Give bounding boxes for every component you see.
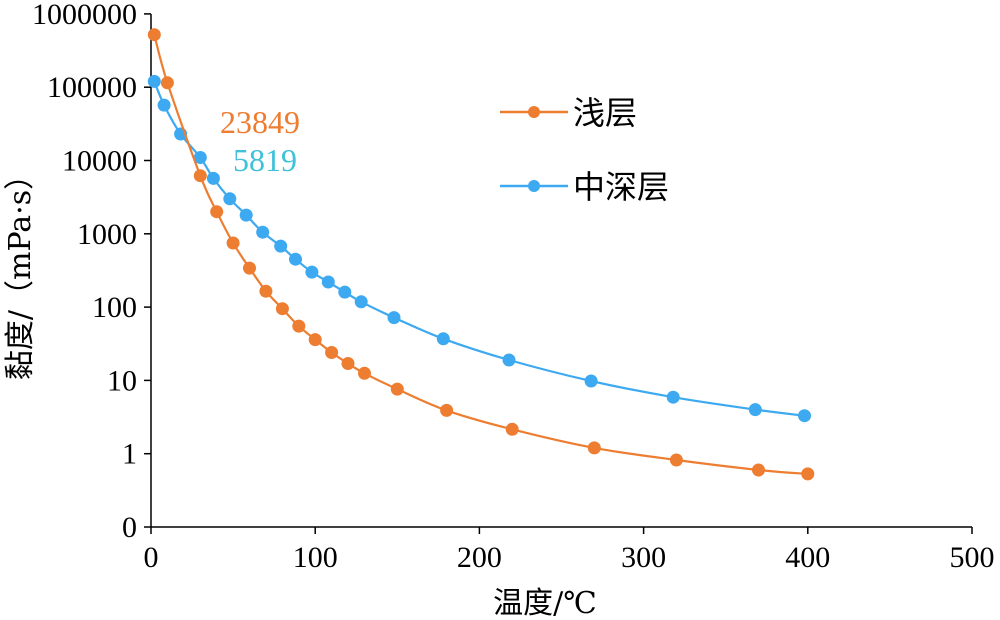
y-tick-labels: 0 1 10 100 1000 10000 100000 1000000 [32,0,137,544]
y-tick-label: 1 [122,438,137,471]
x-tick-label: 300 [621,541,666,574]
data-point-shallow [669,453,683,467]
legend-marker-shallow [528,106,540,118]
y-tick-label: 1000000 [32,0,137,31]
data-point-shallow [325,346,339,359]
x-tick-labels: 0 100 200 300 400 500 [144,541,995,574]
x-tick-label: 500 [950,541,995,574]
x-tick-label: 400 [785,541,830,574]
data-point-deep [798,409,811,423]
legend: 浅层 中深层 [500,94,669,206]
annotation-shallow-value: 23849 [220,104,300,140]
y-axis-title: 黏度/（mPa·s） [3,160,38,380]
x-tick-label: 0 [144,541,159,574]
data-point-deep [584,374,598,388]
data-point-shallow [275,302,289,316]
annotation-deep-value: 5819 [233,142,297,178]
y-tick-label: 0 [122,511,137,544]
data-point-deep [748,403,762,417]
data-point-deep [239,208,253,222]
data-point-shallow [243,261,256,275]
data-point-deep [666,390,680,404]
data-point-shallow [752,463,765,477]
data-point-deep [387,311,401,325]
data-point-shallow [358,366,371,380]
series-layer [147,28,815,481]
data-point-deep [274,239,288,253]
y-tick-label: 10000 [62,145,137,178]
data-point-shallow [210,205,224,219]
axes [144,13,973,534]
data-point-shallow [801,467,815,481]
legend-item-deep: 中深层 [500,168,669,206]
data-point-shallow [160,76,174,90]
data-point-deep [147,74,161,88]
y-tick-label: 1000 [77,218,137,251]
data-point-deep [206,171,220,185]
data-point-deep [338,285,352,299]
data-point-shallow [147,28,161,42]
data-point-deep [256,225,270,239]
data-point-shallow [308,333,322,347]
data-point-deep [305,265,319,279]
y-tick-label: 100000 [47,71,137,104]
data-point-deep [502,353,516,367]
data-point-shallow [390,382,404,396]
data-point-shallow [259,284,273,298]
y-tick-label: 10 [107,364,137,397]
data-point-deep [354,295,368,309]
data-point-shallow [505,422,519,436]
data-point-shallow [292,319,306,333]
series-shallow [147,28,815,481]
data-point-deep [223,192,237,206]
data-point-shallow [587,441,601,455]
data-point-shallow [341,357,355,370]
data-point-shallow [193,169,207,183]
legend-label-shallow: 浅层 [573,94,637,132]
data-point-deep [157,98,171,112]
data-point-shallow [226,236,240,250]
data-point-deep [193,151,207,164]
legend-marker-deep [528,180,540,192]
data-point-deep [436,332,450,346]
y-tick-label: 100 [92,291,137,324]
x-tick-label: 100 [293,541,338,574]
series-deep [147,74,811,423]
legend-item-shallow: 浅层 [500,94,637,132]
data-point-deep [321,275,335,289]
x-tick-label: 200 [457,541,502,574]
legend-label-deep: 中深层 [573,168,669,206]
x-axis-title: 温度/℃ [493,586,597,620]
data-point-shallow [440,403,454,417]
series-line-shallow [153,34,808,475]
data-point-deep [289,252,302,266]
